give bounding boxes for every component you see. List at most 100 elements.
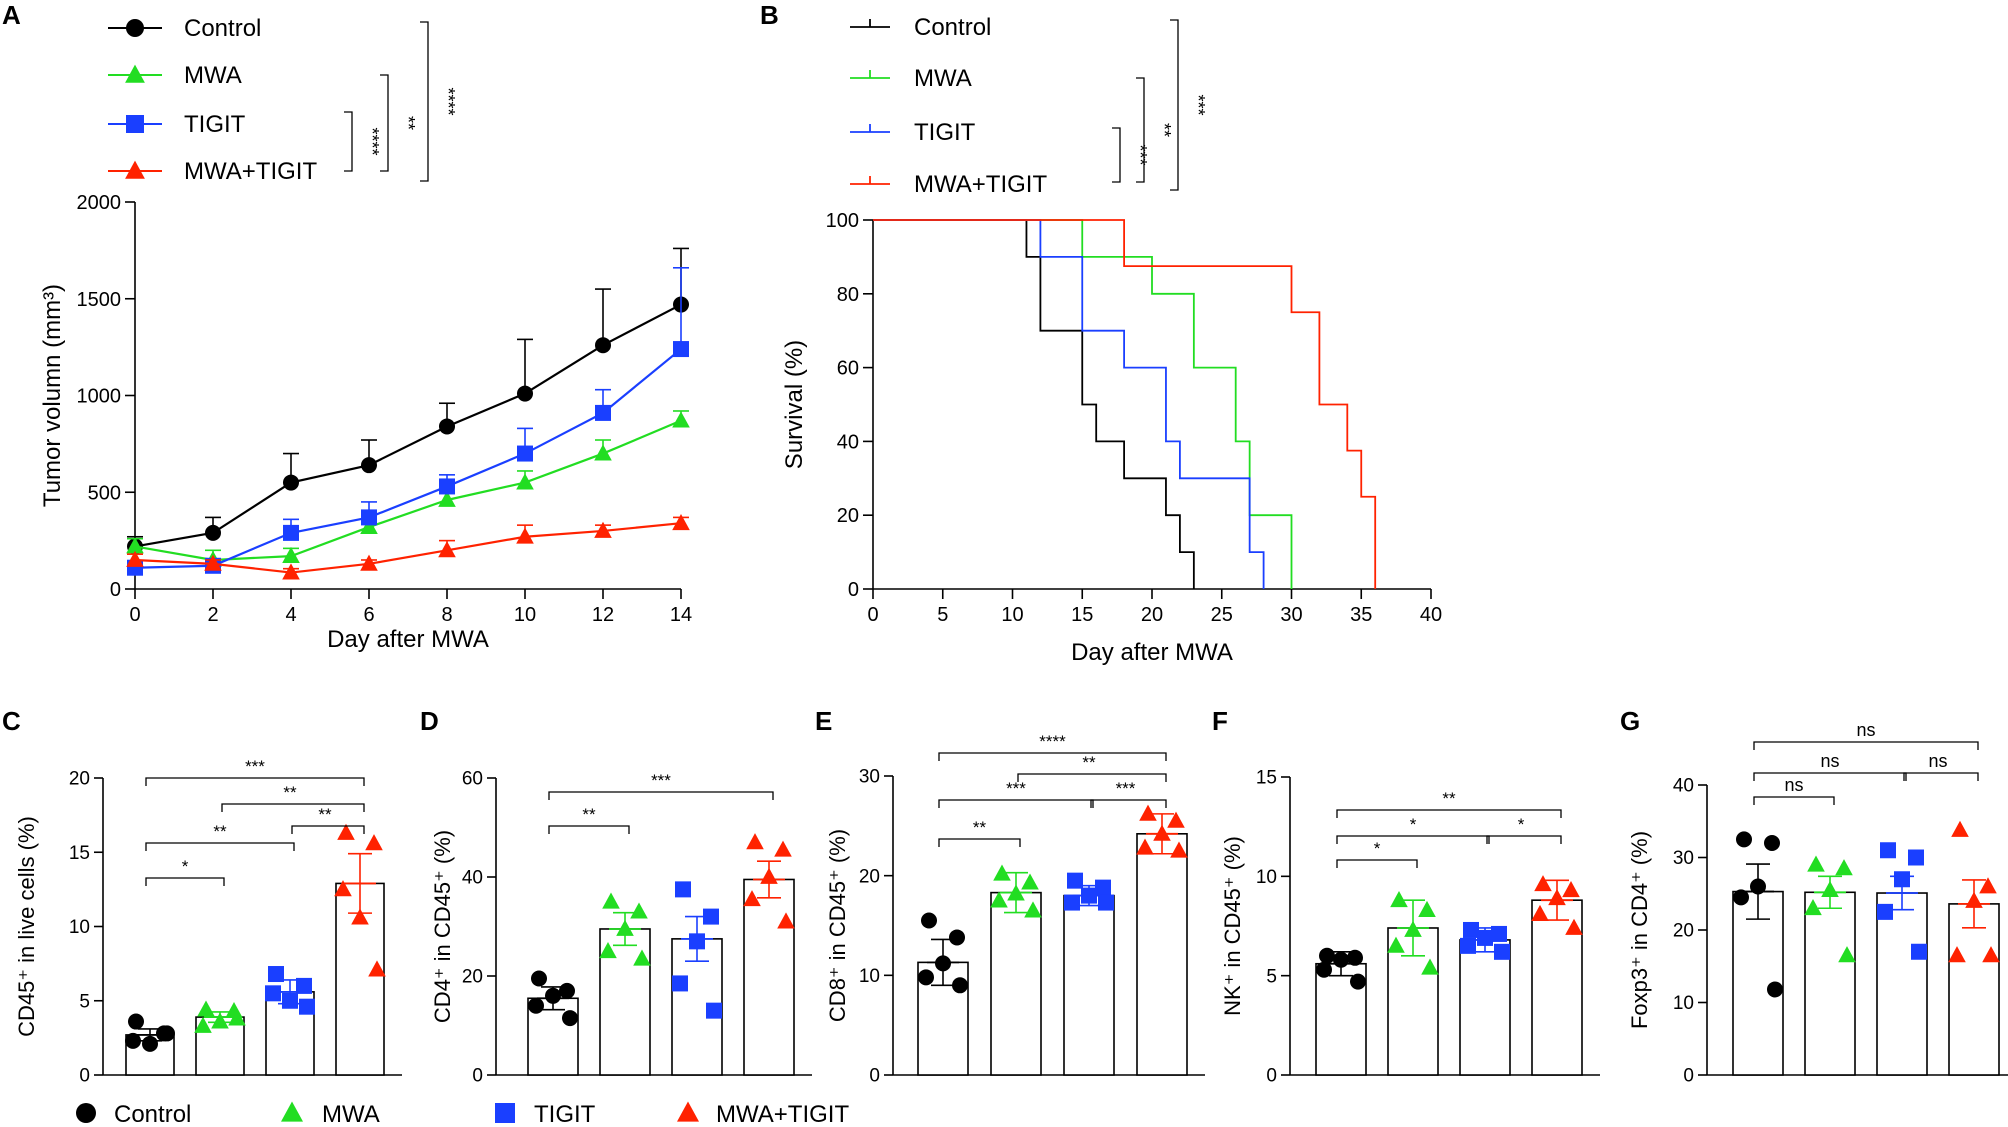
significance-bracket [291, 825, 365, 834]
data-point [439, 418, 455, 435]
significance-bracket [145, 777, 365, 786]
data-point [205, 524, 221, 541]
data-point [675, 881, 691, 898]
significance-bracket [1017, 773, 1167, 782]
y-tick-label: 5 [1266, 966, 1277, 987]
data-point [334, 880, 352, 897]
data-point [125, 1032, 141, 1049]
y-tick-label: 15 [1256, 768, 1277, 789]
significance-bracket [344, 111, 353, 172]
y-tick-label: 500 [88, 482, 121, 504]
data-point [1979, 877, 1997, 894]
data-point [743, 890, 761, 907]
data-point [777, 912, 795, 929]
significance-label: *** [1116, 779, 1136, 798]
panel-letter-g: G [1620, 706, 1640, 736]
y-tick-label: 30 [1673, 848, 1694, 869]
significance-bracket [221, 803, 365, 812]
data-point [1081, 887, 1097, 904]
legend-marker [677, 1101, 699, 1122]
bottom-legend: Control MWA TIGIT MWA+TIGIT [76, 1101, 849, 1127]
data-point [1965, 891, 1983, 908]
y-tick-label: 1500 [77, 289, 122, 311]
legend-marker [495, 1103, 515, 1123]
panel-letter-e: E [815, 706, 832, 736]
data-point [1821, 880, 1839, 898]
significance-label: * [1374, 839, 1381, 858]
y-tick-label: 0 [848, 579, 859, 601]
data-point [1951, 820, 1969, 837]
y-tick-label: 0 [1683, 1066, 1694, 1087]
legend-marker [125, 160, 145, 179]
y-tick-label: 40 [462, 868, 483, 889]
data-point [599, 942, 617, 959]
significance-label: *** [1006, 779, 1026, 798]
data-point [1835, 859, 1853, 876]
data-point [1319, 947, 1335, 964]
data-point [1316, 961, 1332, 978]
y-axis-label: CD45⁺ in live cells (%) [14, 816, 39, 1037]
survival-curve-mwa-tigit [873, 219, 1377, 589]
x-tick-label: 4 [285, 604, 296, 626]
significance-label: ns [1856, 720, 1875, 740]
significance-label: ** [213, 822, 227, 841]
data-point [1024, 901, 1042, 918]
significance-bracket [1336, 809, 1562, 818]
survival-curve-tigit [873, 219, 1265, 589]
data-point [1167, 811, 1185, 828]
x-tick-label: 30 [1280, 604, 1302, 626]
significance-label: ** [398, 116, 418, 130]
y-axis-label: NK⁺ in CD45⁺ (%) [1220, 836, 1245, 1016]
significance-bracket [1903, 772, 1979, 781]
significance-bracket [420, 21, 429, 182]
x-tick-label: 35 [1350, 604, 1372, 626]
y-axis-label: CD4⁺ in CD45⁺ (%) [430, 830, 455, 1023]
significance-bracket [380, 74, 389, 172]
y-tick-label: 30 [859, 767, 880, 788]
y-tick-label: 10 [69, 917, 90, 938]
y-tick-label: 20 [859, 866, 880, 887]
legend-label: MWA+TIGIT [716, 1101, 849, 1127]
significance-bracket [1136, 77, 1145, 183]
data-point [595, 404, 611, 421]
legend-marker [281, 1101, 303, 1122]
legend-marker [76, 1103, 96, 1123]
data-point [1347, 949, 1363, 966]
significance-label: * [1518, 815, 1525, 834]
x-tick-label: 10 [1001, 604, 1023, 626]
y-tick-label: 20 [69, 769, 90, 790]
legend-label: Control [914, 14, 991, 41]
data-point [1804, 899, 1822, 916]
data-point [1948, 946, 1966, 963]
significance-label: *** [1130, 144, 1150, 165]
data-point [265, 985, 281, 1002]
data-point [365, 834, 383, 851]
data-point [949, 929, 965, 946]
data-point [531, 970, 547, 987]
x-tick-label: 40 [1420, 604, 1442, 626]
data-point [602, 892, 620, 909]
y-axis-label: Tumor volumn (mm³) [39, 284, 66, 507]
y-tick-label: 20 [462, 967, 483, 988]
significance-bracket [145, 842, 295, 851]
data-point [774, 840, 792, 857]
y-tick-label: 5 [79, 991, 90, 1012]
x-tick-label: 20 [1141, 604, 1163, 626]
data-point [993, 864, 1011, 881]
data-point [990, 891, 1008, 908]
data-point [1007, 884, 1025, 901]
x-tick-label: 6 [363, 604, 374, 626]
data-point [282, 546, 300, 564]
significance-bracket [1486, 835, 1562, 844]
x-tick-label: 8 [441, 604, 452, 626]
data-point [1982, 946, 2000, 963]
data-point [361, 457, 377, 474]
x-axis-label: Day after MWA [327, 626, 489, 653]
data-point [1880, 842, 1896, 859]
y-tick-label: 10 [859, 966, 880, 987]
significance-bracket [938, 752, 1167, 761]
significance-bracket [548, 791, 774, 800]
